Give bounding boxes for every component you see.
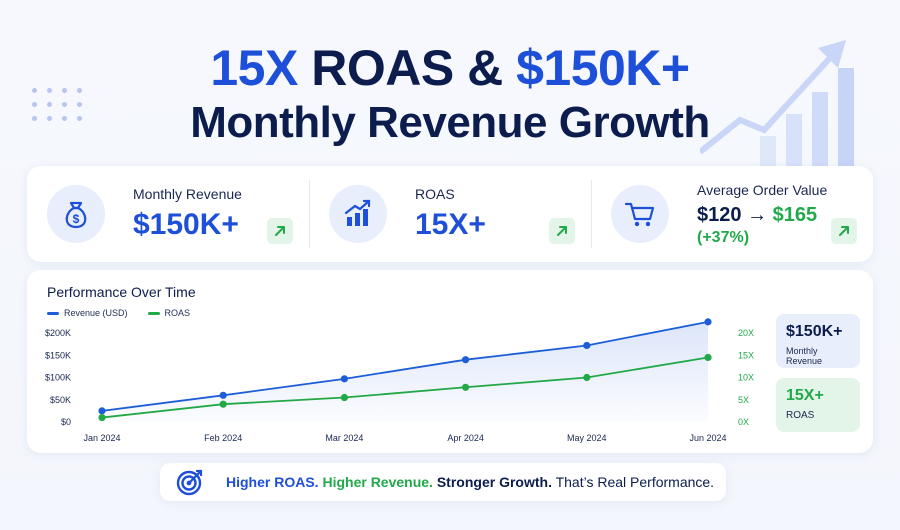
revenue-point: [340, 375, 348, 383]
tagline-part-performance: That’s Real Performance.: [551, 474, 715, 490]
x-tick-label: May 2024: [567, 433, 607, 443]
chart-legend: Revenue (USD) ROAS: [47, 308, 190, 318]
aov-arrow: →: [747, 203, 768, 226]
roas-point: [583, 373, 591, 382]
legend-label: ROAS: [164, 308, 191, 318]
chart-title: Performance Over Time: [47, 284, 196, 300]
y-right-tick-label: 0X: [738, 417, 749, 427]
legend-item-roas: ROAS: [147, 308, 191, 318]
target-icon: [176, 469, 203, 496]
revenue-point: [219, 391, 227, 399]
revenue-point: [583, 341, 591, 350]
headline-roas: 15X: [210, 40, 298, 96]
summary-revenue-card: $150K+ Monthly Revenue: [776, 314, 860, 368]
legend-swatch: [47, 311, 59, 315]
summary-revenue-label: Monthly Revenue: [786, 346, 823, 366]
headline-revenue: $150K+: [516, 40, 690, 96]
trend-up-icon: [831, 218, 857, 244]
legend-item-revenue: Revenue (USD): [47, 308, 128, 318]
svg-text:$: $: [73, 212, 80, 226]
revenue-point: [462, 356, 470, 364]
y-right-tick-label: 10X: [738, 373, 754, 383]
summary-revenue-value: $150K+: [786, 323, 843, 340]
x-tick-label: Jan 2024: [83, 433, 120, 443]
headline-subtitle: Monthly Revenue Growth: [190, 98, 710, 147]
headline-middle: ROAS &: [297, 40, 517, 96]
bar-chart-icon: [329, 185, 387, 243]
y-right-tick-label: 15X: [738, 350, 754, 360]
y-left-tick-label: $50K: [50, 395, 71, 405]
x-tick-label: Apr 2024: [447, 433, 484, 443]
aov-to: $165: [772, 203, 818, 226]
tagline-part-revenue: Higher Revenue.: [318, 474, 433, 490]
tagline-part-growth: Stronger Growth.: [432, 474, 552, 490]
y-left-tick-label: $150K: [45, 350, 71, 360]
kpi-label: ROAS: [415, 186, 455, 202]
tagline-part-roas: Higher ROAS.: [226, 474, 319, 490]
kpi-value: 15X+: [415, 208, 486, 241]
y-right-tick-label: 5X: [738, 395, 749, 405]
revenue-point: [98, 407, 106, 415]
kpi-row: $ Monthly Revenue $150K+ ROAS 15X+: [27, 166, 873, 262]
x-tick-label: Jun 2024: [689, 433, 726, 443]
y-right-tick-label: 20X: [738, 328, 754, 338]
y-left-tick-label: $200K: [45, 328, 71, 338]
kpi-monthly-revenue: $ Monthly Revenue $150K+: [27, 166, 309, 262]
roas-line: [101, 356, 709, 419]
kpi-aov-change: $120 → $165: [697, 204, 827, 227]
kpi-value: $150K+: [133, 208, 239, 241]
kpi-label: Average Order Value: [697, 181, 828, 198]
y-left-tick-label: $0: [61, 417, 71, 427]
summary-roas-label: ROAS: [786, 410, 815, 421]
y-left-tick-label: $100K: [45, 373, 71, 383]
kpi-label: Monthly Revenue: [133, 186, 242, 202]
x-tick-label: Mar 2024: [325, 433, 363, 443]
legend-label: Revenue (USD): [64, 308, 128, 318]
roas-point: [98, 413, 106, 422]
money-bag-icon: $: [47, 185, 105, 243]
x-tick-label: Feb 2024: [204, 433, 242, 443]
decorative-dots: [32, 88, 83, 121]
aov-from: $120: [697, 203, 742, 226]
legend-swatch: [147, 311, 160, 315]
revenue-area: [102, 321, 708, 422]
tagline-banner: Higher ROAS. Higher Revenue. Stronger Gr…: [160, 463, 726, 501]
trend-up-icon: [549, 218, 575, 244]
kpi-roas: ROAS 15X+: [309, 166, 591, 262]
summary-roas-value: 15X+: [786, 387, 824, 404]
revenue-line: [101, 320, 709, 412]
revenue-point: [704, 318, 712, 326]
shopping-cart-icon: [611, 185, 669, 243]
summary-roas-card: 15X+ ROAS: [776, 378, 860, 432]
performance-chart: $0 $50K $100K $150K $200K 0X 5X 10X 15X 20X Jan 20…: [45, 318, 754, 443]
kpi-average-order-value: Average Order Value $120 → $165 (+37%): [591, 166, 873, 262]
aov-percent: (+37%): [697, 228, 750, 246]
roas-point: [340, 393, 348, 402]
roas-point: [219, 400, 227, 408]
roas-point: [462, 383, 470, 391]
roas-point: [704, 353, 712, 362]
trend-up-icon: [267, 218, 293, 244]
performance-chart-card: $0 $50K $100K $150K $200K 0X 5X 10X 15X 20X Jan 20…: [27, 270, 873, 453]
page-headline: 15X ROAS & $150K+ Monthly Revenue Growth: [0, 40, 900, 150]
